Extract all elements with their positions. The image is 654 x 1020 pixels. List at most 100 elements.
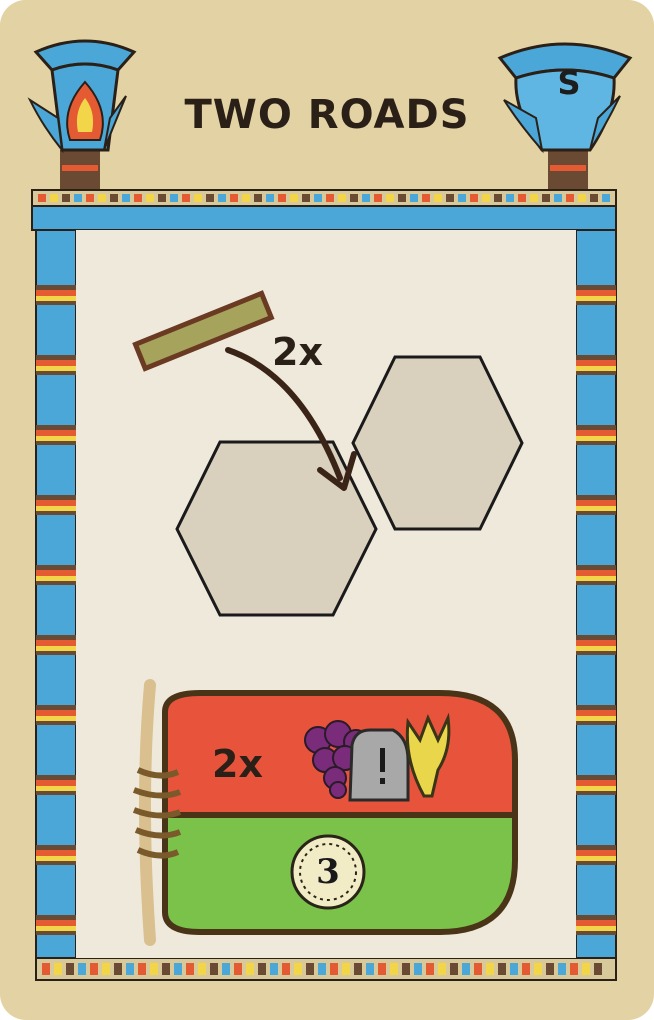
ornament-block xyxy=(362,194,370,202)
ornament-block xyxy=(218,194,226,202)
ornament-block xyxy=(576,436,616,441)
ornament-block xyxy=(576,721,616,725)
ornament-block xyxy=(576,430,616,436)
ornament-block xyxy=(66,963,74,975)
ornament-block xyxy=(36,920,76,926)
ornament-block xyxy=(474,963,482,975)
ornament-block xyxy=(36,915,76,920)
ornament-block xyxy=(576,850,616,856)
ornament-block xyxy=(36,371,76,375)
ornament-block xyxy=(150,963,158,975)
ornament-block xyxy=(342,963,350,975)
ornament-block xyxy=(390,963,398,975)
ornament-block xyxy=(278,194,286,202)
ornament-block xyxy=(576,635,616,640)
ornament-block xyxy=(36,791,76,795)
ornament-block xyxy=(234,963,242,975)
ornament-block xyxy=(162,963,170,975)
ornament-block xyxy=(194,194,202,202)
ornament-block xyxy=(576,845,616,850)
ornament-block xyxy=(576,780,616,786)
ornament-block xyxy=(38,194,46,202)
ornament-block xyxy=(576,565,616,570)
ornament-block xyxy=(594,963,602,975)
ornament-block xyxy=(576,495,616,500)
lotus-capital-right-icon xyxy=(497,42,633,190)
ornament-block xyxy=(36,845,76,850)
ornament-block xyxy=(36,710,76,716)
ornament-block xyxy=(36,570,76,576)
ornament-block xyxy=(576,791,616,795)
ornament-block xyxy=(270,963,278,975)
ornament-block xyxy=(138,963,146,975)
ornament-block xyxy=(558,963,566,975)
ornament-block xyxy=(354,963,362,975)
ornament-block xyxy=(576,296,616,301)
ornament-block xyxy=(282,963,290,975)
ornament-block xyxy=(578,194,586,202)
ornament-block xyxy=(36,500,76,506)
ornament-block xyxy=(576,301,616,305)
ornament-block xyxy=(74,194,82,202)
ornament-block xyxy=(36,640,76,646)
ornament-block xyxy=(254,194,262,202)
ornament-block xyxy=(302,194,310,202)
ornament-block xyxy=(246,963,254,975)
pillar-right xyxy=(575,229,617,961)
ornament-block xyxy=(576,360,616,366)
ornament-block xyxy=(36,775,76,780)
ornament-block xyxy=(576,646,616,651)
ornament-block xyxy=(114,963,122,975)
ornament-block xyxy=(36,576,76,581)
ornament-block xyxy=(36,430,76,436)
ornament-block xyxy=(36,506,76,511)
ornament-block xyxy=(576,915,616,920)
ornament-block xyxy=(402,963,410,975)
ornament-block xyxy=(36,495,76,500)
ornament-block xyxy=(36,931,76,935)
ornament-block xyxy=(134,194,142,202)
ornament-block xyxy=(306,963,314,975)
ornament-block xyxy=(576,290,616,296)
ornament-block xyxy=(576,511,616,515)
hex-tile-right-icon xyxy=(351,355,524,531)
ornament-block xyxy=(576,581,616,585)
ornament-block xyxy=(576,425,616,430)
ornament-block xyxy=(570,963,578,975)
ornament-block xyxy=(78,963,86,975)
ornament-block xyxy=(36,511,76,515)
ornament-block xyxy=(410,194,418,202)
ornament-block xyxy=(566,194,574,202)
ornament-block xyxy=(530,194,538,202)
card-title: TWO ROADS xyxy=(184,92,470,138)
ornament-block xyxy=(36,780,76,786)
ornament-block xyxy=(62,194,70,202)
ornament-block xyxy=(36,635,76,640)
ornament-block xyxy=(350,194,358,202)
ornament-block xyxy=(198,963,206,975)
ornament-block xyxy=(576,506,616,511)
ornament-block xyxy=(186,963,194,975)
ornament-block xyxy=(36,581,76,585)
ornament-block xyxy=(42,963,50,975)
ornament-block xyxy=(576,285,616,290)
bottom-beam xyxy=(35,957,617,981)
ornament-block xyxy=(576,716,616,721)
ornament-block xyxy=(576,500,616,506)
ornament-block xyxy=(36,651,76,655)
ornament-block xyxy=(36,721,76,725)
ornament-block xyxy=(576,705,616,710)
ornament-block xyxy=(170,194,178,202)
ornament-block xyxy=(576,640,616,646)
ornament-block xyxy=(576,651,616,655)
ornament-block xyxy=(36,565,76,570)
ornament-block xyxy=(266,194,274,202)
ornament-block xyxy=(36,716,76,721)
ornament-block xyxy=(386,194,394,202)
ornament-block xyxy=(36,441,76,445)
pillar-left xyxy=(35,229,77,961)
ornament-block xyxy=(590,194,598,202)
card-set-letter: S xyxy=(557,64,581,102)
